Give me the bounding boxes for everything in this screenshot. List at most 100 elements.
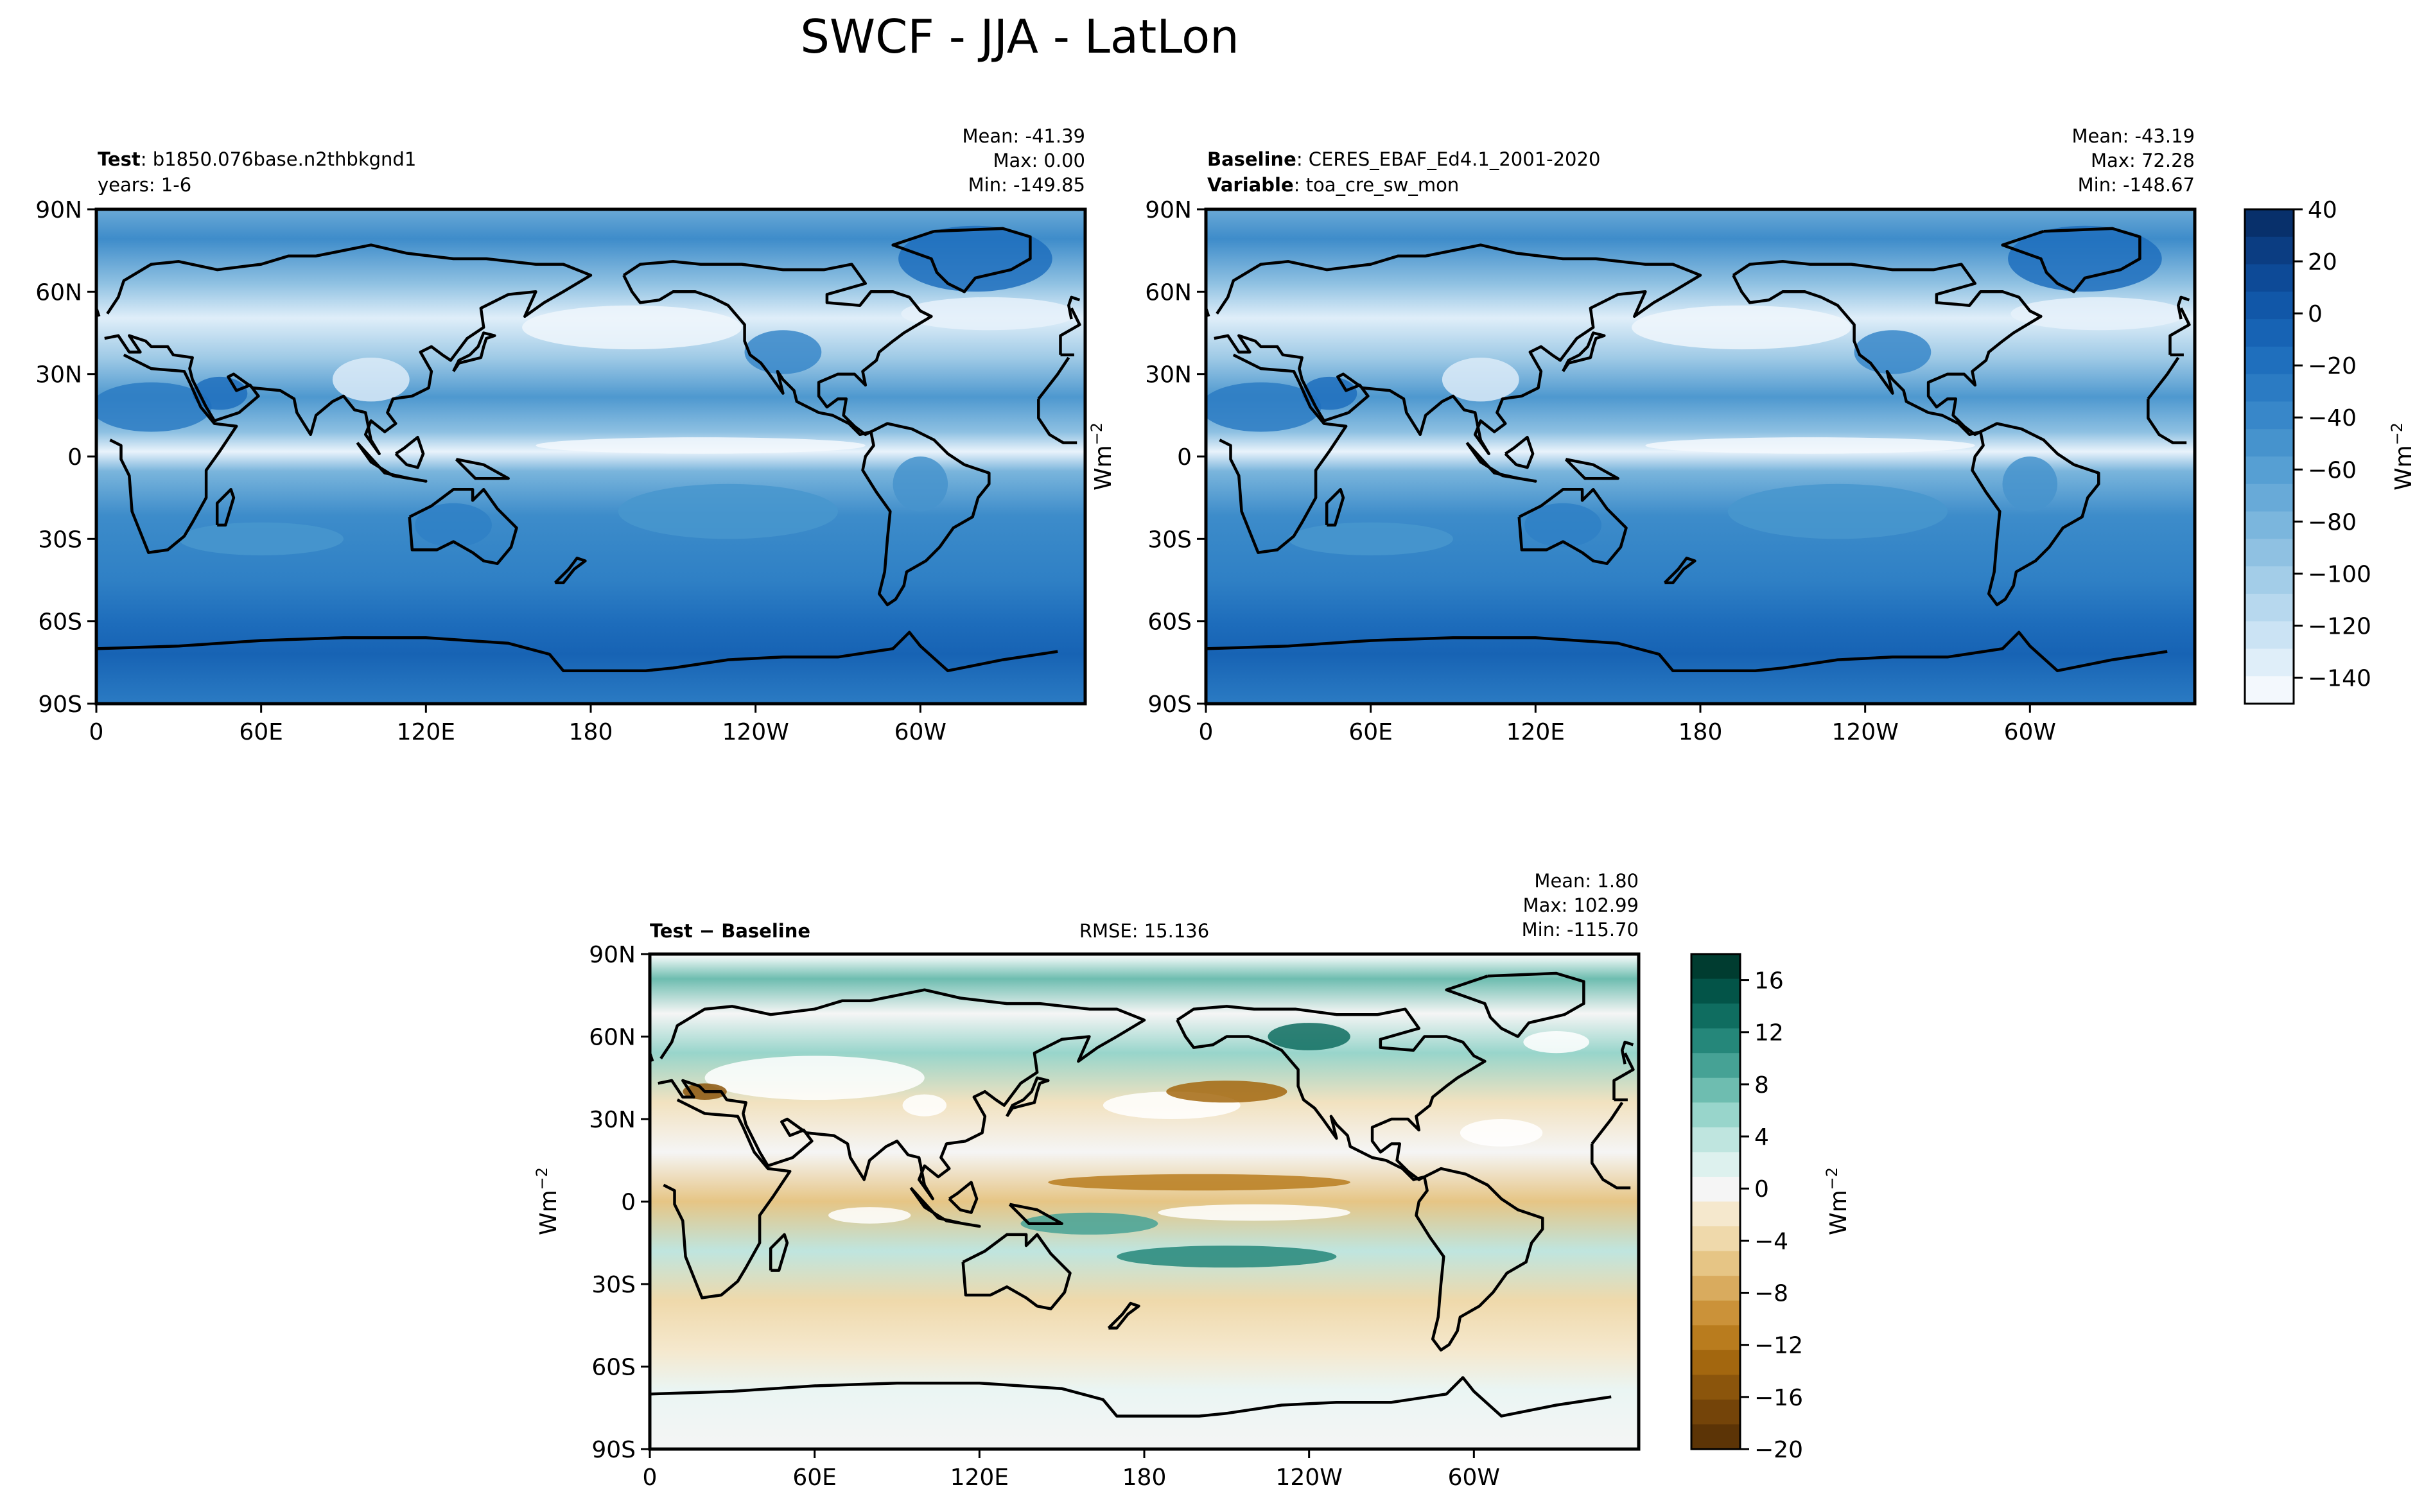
coastline-nzealand xyxy=(1663,557,1696,585)
test-header-line2: years: 1-6 xyxy=(98,174,191,196)
coastline-japan xyxy=(1562,331,1606,372)
coastline-newguinea xyxy=(455,458,510,480)
field-feature xyxy=(1645,437,1975,454)
panel-baseline: Baseline: CERES_EBAF_Ed4.1_2001-2020 Var… xyxy=(1088,125,2197,745)
x-tick-label: 0 xyxy=(89,719,104,745)
baseline-map xyxy=(1206,209,2195,704)
field-feature xyxy=(1460,1119,1543,1147)
colorbar-tick-label: −16 xyxy=(1754,1385,1803,1411)
coastline-madagascar xyxy=(215,488,236,527)
coastline-borneo xyxy=(948,1181,979,1214)
field-feature xyxy=(898,225,1052,292)
y-tick-label: 90N xyxy=(35,197,82,223)
colorbar-tick-label: −20 xyxy=(1754,1437,1803,1463)
coastline-madagascar xyxy=(769,1233,789,1272)
x-tick-label: 180 xyxy=(569,719,613,745)
field-feature xyxy=(522,305,742,350)
diff-map-features xyxy=(683,1023,1589,1268)
colorbar-band xyxy=(1691,1276,1740,1301)
coastline-borneo xyxy=(1504,435,1535,469)
colorbar-band xyxy=(1691,1201,1740,1227)
y-tick-label: 30S xyxy=(38,526,82,553)
coastline-antarctica xyxy=(1206,630,2168,672)
field-feature xyxy=(536,437,866,454)
y-tick-label: 30S xyxy=(591,1272,636,1298)
field-feature xyxy=(1268,1023,1350,1050)
test-map-field xyxy=(96,209,1085,704)
colorbar-tick-label: −20 xyxy=(2308,353,2357,379)
test-min: Min: -149.85 xyxy=(968,174,1085,196)
coastline-madagascar xyxy=(1325,488,1345,527)
diff-min: Min: -115.70 xyxy=(1522,919,1639,941)
field-feature xyxy=(1048,1174,1350,1191)
colorbar-band xyxy=(1691,1004,1740,1029)
colorbar-band xyxy=(1691,1077,1740,1103)
coastline-indonesia xyxy=(1465,442,1537,483)
y-tick-label: 60N xyxy=(1145,279,1192,306)
colorbar-tick-label: 12 xyxy=(1754,1020,1784,1047)
field-feature xyxy=(1158,1204,1350,1221)
coastline-eurasia xyxy=(658,988,1635,1201)
y-tick-label: 90S xyxy=(1147,691,1192,718)
colorbar-band xyxy=(1691,954,1740,980)
figure-title: SWCF - JJA - LatLon xyxy=(800,10,1239,64)
x-tick-label: 60W xyxy=(2004,719,2056,745)
colorbar-tick-label: −8 xyxy=(1754,1281,1788,1307)
coastline-africa xyxy=(1219,353,2187,554)
y-tick-label: 60N xyxy=(589,1025,636,1051)
y-tick-label: 0 xyxy=(1177,444,1192,471)
coastline-samerica xyxy=(1971,422,2100,607)
y-tick-label: 0 xyxy=(67,444,82,471)
field-feature xyxy=(1632,305,1852,350)
field-feature xyxy=(1523,1031,1589,1054)
baseline-header-line2: Variable: toa_cre_sw_mon xyxy=(1207,174,1459,196)
field-feature xyxy=(2002,456,2058,512)
coastline-samerica xyxy=(861,422,991,607)
colorbar-band xyxy=(2245,539,2294,567)
diff-map-field xyxy=(650,954,1639,1449)
colorbar-band xyxy=(2245,374,2294,403)
colorbar-diff-label: Wm−2 xyxy=(1823,1167,1852,1235)
colorbar-tick-label: 0 xyxy=(2308,301,2323,327)
colorbar-main-frame xyxy=(2244,208,2295,705)
test-axes: 0 60E 120E 180 120W 60W 90N 60N 30N 0 30S 60S 90S xyxy=(35,197,946,745)
colorbar-band xyxy=(1691,1375,1740,1400)
field-feature xyxy=(332,358,410,402)
panel-test: Test: b1850.076base.n2thbkgnd1 years: 1-… xyxy=(35,125,1087,745)
x-tick-label: 120E xyxy=(1506,719,1565,745)
diff-map-coastlines xyxy=(650,971,1635,1418)
test-mean: Mean: -41.39 xyxy=(963,125,1086,147)
coastline-newguinea xyxy=(1008,1203,1063,1226)
y-tick-label: 30N xyxy=(1145,362,1192,388)
field-feature xyxy=(893,456,948,512)
coastline-namerica xyxy=(1732,260,2043,437)
colorbar-band xyxy=(1691,1176,1740,1203)
colorbar-band xyxy=(1691,978,1740,1004)
field-feature xyxy=(1727,483,1948,539)
y-tick-label: 90S xyxy=(591,1437,636,1463)
colorbar-band xyxy=(1691,1152,1740,1177)
field-feature xyxy=(1206,382,1321,432)
colorbar-band xyxy=(2245,621,2294,650)
colorbar-band xyxy=(1691,1300,1740,1326)
coastline-eurasia xyxy=(1214,243,2191,455)
colorbar-main: 40 20 0 −20 −40 −60 −80 −100 −120 −140 Wm−2 xyxy=(2244,197,2417,705)
field-feature xyxy=(902,1094,947,1117)
field-feature xyxy=(1854,330,1932,374)
colorbar-tick-label: −40 xyxy=(2308,405,2357,431)
colorbar-band xyxy=(1691,1127,1740,1152)
coastline-greenland xyxy=(891,227,1032,293)
x-tick-label: 0 xyxy=(643,1464,658,1491)
coastline-indonesia xyxy=(909,1186,981,1228)
colorbar-tick-label: 0 xyxy=(1754,1176,1769,1203)
y-tick-label: 30N xyxy=(589,1107,636,1133)
field-feature xyxy=(618,483,838,539)
coastline-nzealand xyxy=(1107,1301,1140,1330)
colorbar-band xyxy=(2245,511,2294,539)
colorbar-tick-label: 4 xyxy=(1754,1124,1769,1151)
panel-difference: Test − Baseline RMSE: 15.136 Mean: 1.80 … xyxy=(533,870,1641,1491)
y-tick-label: 60S xyxy=(1147,609,1192,636)
field-feature xyxy=(2010,297,2187,331)
x-tick-label: 120W xyxy=(1832,719,1899,745)
